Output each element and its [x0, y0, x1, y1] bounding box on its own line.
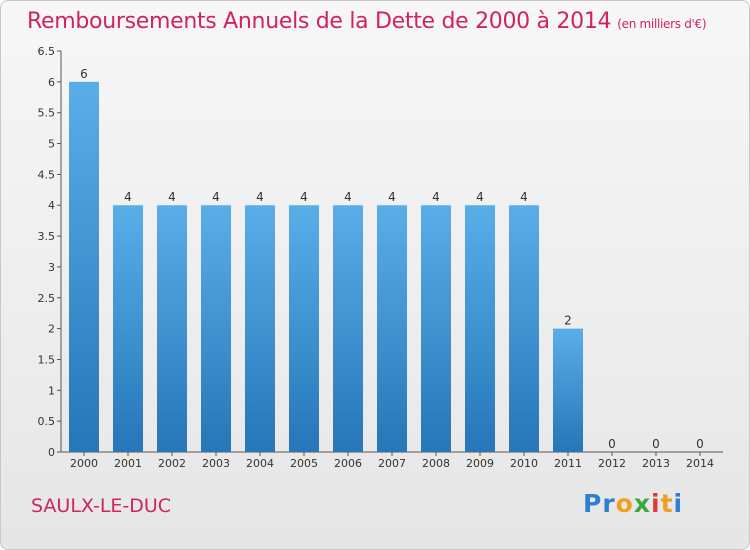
y-tick-label: 4 — [48, 199, 55, 212]
x-tick-label-2007: 2007 — [378, 457, 406, 470]
x-tick-label-2001: 2001 — [114, 457, 142, 470]
bar-2010 — [509, 205, 539, 452]
bar-2005 — [289, 205, 319, 452]
x-tick-label-2010: 2010 — [510, 457, 538, 470]
y-tick-label: 2 — [48, 323, 55, 336]
y-tick-label: 0.5 — [38, 415, 56, 428]
data-label-2009: 4 — [476, 190, 484, 204]
data-label-2006: 4 — [344, 190, 352, 204]
data-label-2013: 0 — [652, 437, 660, 451]
bar-2000 — [69, 81, 99, 452]
x-tick-label-2014: 2014 — [686, 457, 714, 470]
chart-title: Remboursements Annuels de la Dette de 20… — [27, 9, 707, 34]
x-tick-label-2004: 2004 — [246, 457, 274, 470]
y-tick-label: 1.5 — [38, 353, 56, 366]
x-tick-label-2009: 2009 — [466, 457, 494, 470]
bar-2009 — [465, 205, 495, 452]
logo-letter: P — [583, 489, 603, 518]
logo-letter: t — [660, 489, 674, 518]
title-text: Remboursements Annuels de la Dette de 20… — [27, 9, 612, 34]
bar-2006 — [333, 205, 363, 452]
data-label-2011: 2 — [564, 314, 572, 328]
data-label-2014: 0 — [696, 437, 704, 451]
y-tick-label: 6 — [48, 76, 55, 89]
data-label-2005: 4 — [300, 190, 308, 204]
data-label-2000: 6 — [80, 67, 88, 81]
data-label-2007: 4 — [388, 190, 396, 204]
logo-letter: i — [651, 489, 661, 518]
chart-subtitle: (en milliers d'€) — [617, 17, 707, 31]
x-tick-label-2003: 2003 — [202, 457, 230, 470]
proxiti-logo: Proxiti — [583, 489, 683, 518]
data-label-2003: 4 — [212, 190, 220, 204]
logo-letter: o — [615, 489, 634, 518]
x-tick-label-2012: 2012 — [598, 457, 626, 470]
x-tick-label-2011: 2011 — [554, 457, 582, 470]
x-tick-label-2006: 2006 — [334, 457, 362, 470]
data-label-2001: 4 — [124, 190, 132, 204]
y-tick-label: 5 — [48, 138, 55, 151]
x-tick-label-2008: 2008 — [422, 457, 450, 470]
bar-2011 — [553, 328, 583, 452]
data-label-2012: 0 — [608, 437, 616, 451]
commune-name: SAULX-LE-DUC — [31, 495, 172, 517]
data-label-2004: 4 — [256, 190, 264, 204]
y-tick-label: 1 — [48, 384, 55, 397]
bar-2007 — [377, 205, 407, 452]
y-tick-label: 2.5 — [38, 292, 56, 305]
data-label-2008: 4 — [432, 190, 440, 204]
x-tick-label-2005: 2005 — [290, 457, 318, 470]
y-tick-label: 3 — [48, 261, 55, 274]
y-tick-label: 0 — [48, 446, 55, 459]
bar-2004 — [245, 205, 275, 452]
x-tick-label-2002: 2002 — [158, 457, 186, 470]
data-label-2010: 4 — [520, 190, 528, 204]
bar-2001 — [113, 205, 143, 452]
x-tick-label-2000: 2000 — [70, 457, 98, 470]
x-tick-label-2013: 2013 — [642, 457, 670, 470]
bar-2002 — [157, 205, 187, 452]
logo-letter: x — [633, 489, 651, 518]
logo-letter: r — [602, 489, 616, 518]
bar-2003 — [201, 205, 231, 452]
data-label-2002: 4 — [168, 190, 176, 204]
y-tick-label: 4.5 — [38, 168, 56, 181]
y-tick-label: 6.5 — [38, 45, 56, 58]
y-tick-label: 5.5 — [38, 107, 56, 120]
logo-letter: i — [673, 489, 684, 518]
y-tick-label: 3.5 — [38, 230, 56, 243]
bar-2008 — [421, 205, 451, 452]
